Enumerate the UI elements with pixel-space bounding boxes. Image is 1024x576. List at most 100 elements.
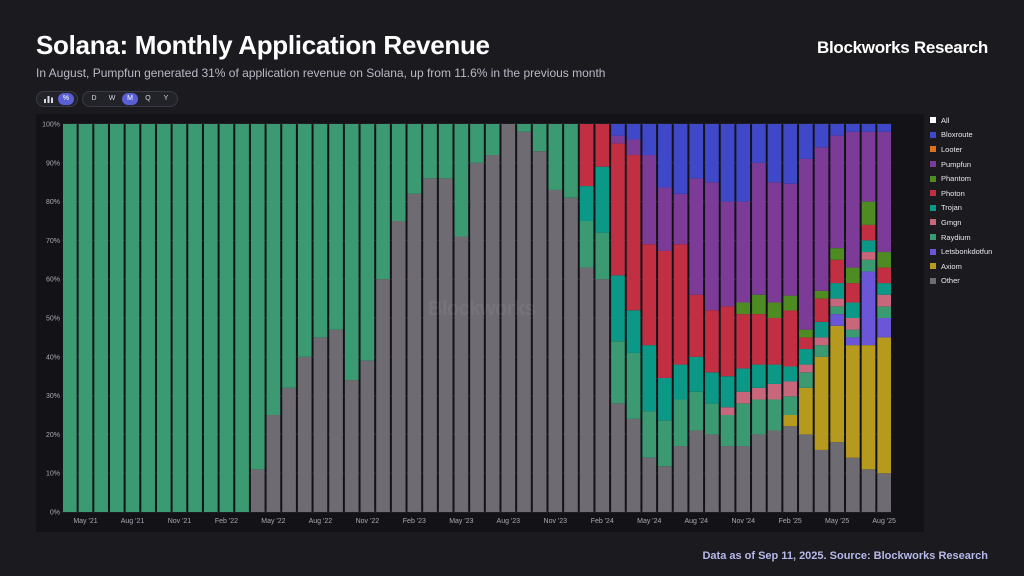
- bar-segment-other[interactable]: [877, 473, 891, 512]
- bar-segment-raydium[interactable]: [235, 124, 249, 512]
- bar-segment-other[interactable]: [642, 457, 657, 512]
- bar-segment-pumpfun[interactable]: [767, 182, 782, 303]
- bar-segment-other[interactable]: [736, 446, 751, 512]
- bar-segment-other[interactable]: [611, 403, 625, 512]
- interval-day-button[interactable]: D: [91, 95, 97, 102]
- bar-segment-trojan[interactable]: [861, 240, 876, 253]
- bar-segment-photon[interactable]: [846, 283, 860, 303]
- legend-item-gmgn[interactable]: Gmgn: [930, 215, 992, 230]
- bar-segment-raydium[interactable]: [564, 124, 578, 198]
- bar-segment-trojan[interactable]: [720, 376, 735, 408]
- bar-segment-raydium[interactable]: [141, 124, 155, 512]
- bar-segment-raydium[interactable]: [156, 124, 171, 512]
- bar-segment-bloxroute[interactable]: [752, 124, 766, 163]
- legend-item-phantom[interactable]: Phantom: [930, 171, 992, 186]
- bar-segment-raydium[interactable]: [94, 124, 108, 512]
- bar-segment-letsbonkdotfun[interactable]: [846, 337, 860, 346]
- bar-segment-gmgn[interactable]: [830, 298, 845, 307]
- bar-segment-other[interactable]: [720, 446, 735, 512]
- bar-segment-bloxroute[interactable]: [846, 124, 860, 132]
- bar-segment-other[interactable]: [423, 178, 437, 512]
- bar-segment-raydium[interactable]: [720, 415, 735, 447]
- bar-segment-raydium[interactable]: [783, 396, 798, 415]
- legend-item-looter[interactable]: Looter: [930, 142, 992, 157]
- interval-quarter-button[interactable]: Q: [145, 95, 151, 102]
- bar-segment-trojan[interactable]: [642, 345, 657, 412]
- bar-segment-trojan[interactable]: [830, 283, 845, 299]
- bar-segment-trojan[interactable]: [626, 310, 641, 353]
- bar-segment-other[interactable]: [250, 469, 265, 512]
- bar-segment-raydium[interactable]: [517, 124, 531, 132]
- bar-segment-trojan[interactable]: [814, 321, 829, 338]
- bar-segment-photon[interactable]: [626, 155, 641, 311]
- legend-item-trojan[interactable]: Trojan: [930, 201, 992, 216]
- bar-segment-raydium[interactable]: [391, 124, 406, 221]
- bar-segment-raydium[interactable]: [329, 124, 343, 330]
- bar-segment-photon[interactable]: [595, 124, 610, 167]
- bar-segment-pumpfun[interactable]: [689, 178, 704, 295]
- bar-segment-trojan[interactable]: [877, 283, 891, 295]
- bar-segment-trojan[interactable]: [767, 364, 782, 384]
- bar-segment-photon[interactable]: [673, 244, 688, 365]
- bar-segment-pumpfun[interactable]: [642, 155, 657, 245]
- bar-segment-axiom[interactable]: [814, 356, 829, 450]
- bar-segment-other[interactable]: [705, 434, 719, 512]
- bar-segment-gmgn[interactable]: [861, 252, 876, 260]
- bar-segment-gmgn[interactable]: [736, 391, 751, 404]
- bar-segment-bloxroute[interactable]: [767, 124, 782, 183]
- bar-segment-phantom[interactable]: [783, 295, 798, 311]
- interval-month-button[interactable]: M: [122, 93, 138, 105]
- bar-segment-photon[interactable]: [705, 310, 719, 373]
- bar-segment-raydium[interactable]: [705, 403, 719, 435]
- bar-segment-raydium[interactable]: [78, 124, 93, 512]
- legend-item-letsbonkdotfun[interactable]: Letsbonkdotfun: [930, 244, 992, 259]
- bar-segment-other[interactable]: [548, 189, 563, 512]
- bar-segment-bloxroute[interactable]: [673, 124, 688, 194]
- bar-segment-raydium[interactable]: [313, 124, 328, 338]
- bar-segment-other[interactable]: [846, 457, 860, 512]
- legend-item-pumpfun[interactable]: Pumpfun: [930, 157, 992, 172]
- bar-segment-other[interactable]: [376, 279, 390, 512]
- bar-segment-pumpfun[interactable]: [783, 183, 798, 296]
- bar-segment-photon[interactable]: [877, 267, 891, 284]
- bar-segment-bloxroute[interactable]: [830, 124, 845, 136]
- bar-segment-bloxroute[interactable]: [611, 124, 625, 136]
- bar-segment-other[interactable]: [266, 415, 281, 512]
- bar-segment-raydium[interactable]: [767, 399, 782, 431]
- bar-segment-bloxroute[interactable]: [814, 124, 829, 148]
- bar-segment-other[interactable]: [799, 434, 813, 512]
- bar-segment-raydium[interactable]: [470, 124, 484, 163]
- bar-segment-photon[interactable]: [720, 306, 735, 377]
- bar-segment-photon[interactable]: [611, 143, 625, 276]
- bar-segment-raydium[interactable]: [282, 124, 296, 388]
- bar-segment-gmgn[interactable]: [767, 383, 782, 400]
- bar-segment-gmgn[interactable]: [752, 387, 766, 400]
- bar-segment-pumpfun[interactable]: [720, 201, 735, 307]
- bar-segment-letsbonkdotfun[interactable]: [861, 271, 876, 346]
- bar-segment-other[interactable]: [391, 221, 406, 512]
- bar-segment-bloxroute[interactable]: [658, 124, 672, 188]
- bar-segment-raydium[interactable]: [814, 345, 829, 357]
- bar-segment-other[interactable]: [282, 387, 296, 512]
- bar-segment-raydium[interactable]: [799, 372, 813, 388]
- bar-segment-other[interactable]: [767, 430, 782, 512]
- bar-segment-raydium[interactable]: [532, 124, 547, 152]
- bar-segment-photon[interactable]: [814, 298, 829, 322]
- interval-year-button[interactable]: Y: [163, 95, 169, 102]
- bar-segment-other[interactable]: [626, 418, 641, 512]
- bar-segment-photon[interactable]: [752, 314, 766, 365]
- bar-segment-raydium[interactable]: [752, 399, 766, 435]
- bar-segment-other[interactable]: [407, 193, 422, 512]
- bar-segment-raydium[interactable]: [548, 124, 563, 190]
- bar-segment-other[interactable]: [579, 267, 594, 512]
- bar-segment-phantom[interactable]: [736, 302, 751, 315]
- bar-segment-raydium[interactable]: [595, 232, 610, 280]
- percent-icon[interactable]: %: [58, 93, 74, 105]
- bar-segment-gmgn[interactable]: [783, 381, 798, 397]
- bar-segment-axiom[interactable]: [783, 415, 798, 427]
- bar-segment-other[interactable]: [470, 162, 484, 513]
- bar-segment-axiom[interactable]: [830, 325, 845, 443]
- bar-segment-pumpfun[interactable]: [673, 193, 688, 245]
- bar-segment-other[interactable]: [313, 337, 328, 512]
- bar-segment-photon[interactable]: [658, 250, 672, 378]
